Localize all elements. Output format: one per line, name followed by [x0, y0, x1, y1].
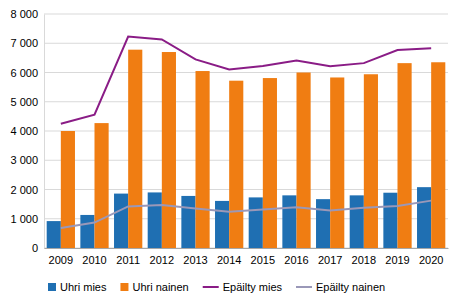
bar [148, 192, 162, 248]
bar [330, 77, 344, 248]
y-tick: 5 000 [10, 96, 44, 108]
line [61, 37, 431, 124]
grid-line [44, 14, 448, 15]
x-axis: 2009 2010 2011 2012 2013 2014 2015 2016 2017 2018… [45, 248, 449, 266]
grid-line [44, 72, 448, 73]
x-tick: 2016 [284, 248, 308, 266]
legend-item: Uhri mies [48, 281, 107, 293]
x-tick-label: 2010 [82, 254, 106, 266]
bar [162, 52, 176, 248]
x-tick-label: 2009 [49, 254, 73, 266]
x-tick: 2020 [419, 248, 443, 266]
legend-label: Uhri mies [60, 281, 107, 293]
y-tick-label: 0 [32, 242, 38, 254]
legend-swatch [48, 283, 56, 291]
bar [350, 195, 364, 248]
x-tick-label: 2014 [217, 254, 241, 266]
bar [398, 63, 412, 248]
bar [61, 131, 75, 248]
y-tick-label: 7 000 [10, 37, 38, 49]
bar [196, 71, 210, 248]
x-tick: 2010 [82, 248, 106, 266]
x-tick: 2019 [385, 248, 409, 266]
legend-item: Epäilty mies [203, 281, 283, 293]
x-tick-label: 2017 [318, 254, 342, 266]
y-tick-label: 1 000 [10, 213, 38, 225]
x-tick: 2017 [318, 248, 342, 266]
y-tick: 2 000 [10, 184, 44, 196]
y-tick-label: 8 000 [10, 8, 38, 20]
x-tick-label: 2019 [385, 254, 409, 266]
bar [80, 215, 94, 248]
bar [316, 199, 330, 248]
x-tick-label: 2011 [116, 254, 140, 266]
bar [181, 196, 195, 248]
bar [297, 73, 311, 249]
bar [95, 123, 109, 248]
x-tick-label: 2020 [419, 254, 443, 266]
bar [215, 201, 229, 248]
x-tick: 2015 [251, 248, 275, 266]
bar [114, 194, 128, 248]
y-tick: 8 000 [10, 8, 44, 20]
y-tick-label: 2 000 [10, 184, 38, 196]
x-tick-label: 2013 [183, 254, 207, 266]
bar [431, 62, 445, 248]
x-tick: 2011 [116, 248, 140, 266]
legend-swatch [296, 286, 312, 288]
y-tick: 1 000 [10, 213, 44, 225]
x-tick: 2014 [217, 248, 241, 266]
bar [263, 78, 277, 248]
legend-item: Epäilty nainen [296, 281, 385, 293]
y-tick: 4 000 [10, 125, 44, 137]
marks [47, 37, 446, 248]
bar [47, 221, 61, 248]
bar [229, 81, 243, 248]
bar-series [61, 50, 445, 248]
x-tick-label: 2018 [352, 254, 376, 266]
chart: 0 1 000 2 000 3 000 4 000 5 000 6 000 7 000 8 00… [0, 0, 454, 302]
x-tick: 2009 [49, 248, 73, 266]
grid-line [44, 43, 448, 44]
legend-item: Uhri nainen [120, 281, 188, 293]
x-tick: 2013 [183, 248, 207, 266]
bar [417, 187, 431, 248]
y-tick: 3 000 [10, 154, 44, 166]
grid-line [44, 101, 448, 102]
legend: Uhri mies Uhri nainen Epäilty mies Epäilty … [48, 281, 385, 293]
line [61, 201, 431, 228]
grid [44, 14, 448, 248]
legend-swatch [203, 286, 219, 288]
x-tick: 2018 [352, 248, 376, 266]
y-tick: 6 000 [10, 67, 44, 79]
legend-label: Epäilty mies [223, 281, 283, 293]
legend-swatch [120, 283, 128, 291]
y-axis: 0 1 000 2 000 3 000 4 000 5 000 6 000 7 000 8 00… [10, 8, 44, 254]
bar [128, 50, 142, 248]
y-tick-label: 5 000 [10, 96, 38, 108]
bar [383, 193, 397, 248]
x-axis-line [45, 248, 449, 249]
y-tick-label: 4 000 [10, 125, 38, 137]
y-tick: 7 000 [10, 37, 44, 49]
y-tick-label: 6 000 [10, 67, 38, 79]
x-tick-label: 2015 [251, 254, 275, 266]
y-axis-line [44, 15, 45, 249]
bar [364, 74, 378, 248]
x-tick-label: 2012 [150, 254, 174, 266]
x-tick-label: 2016 [284, 254, 308, 266]
x-tick: 2012 [150, 248, 174, 266]
plot-area: 0 1 000 2 000 3 000 4 000 5 000 6 000 7 000 8 00… [10, 8, 448, 266]
legend-label: Uhri nainen [132, 281, 188, 293]
y-tick-label: 3 000 [10, 154, 38, 166]
y-tick: 0 [32, 242, 44, 254]
legend-label: Epäilty nainen [316, 281, 385, 293]
bar [282, 195, 296, 248]
bar [249, 197, 263, 248]
